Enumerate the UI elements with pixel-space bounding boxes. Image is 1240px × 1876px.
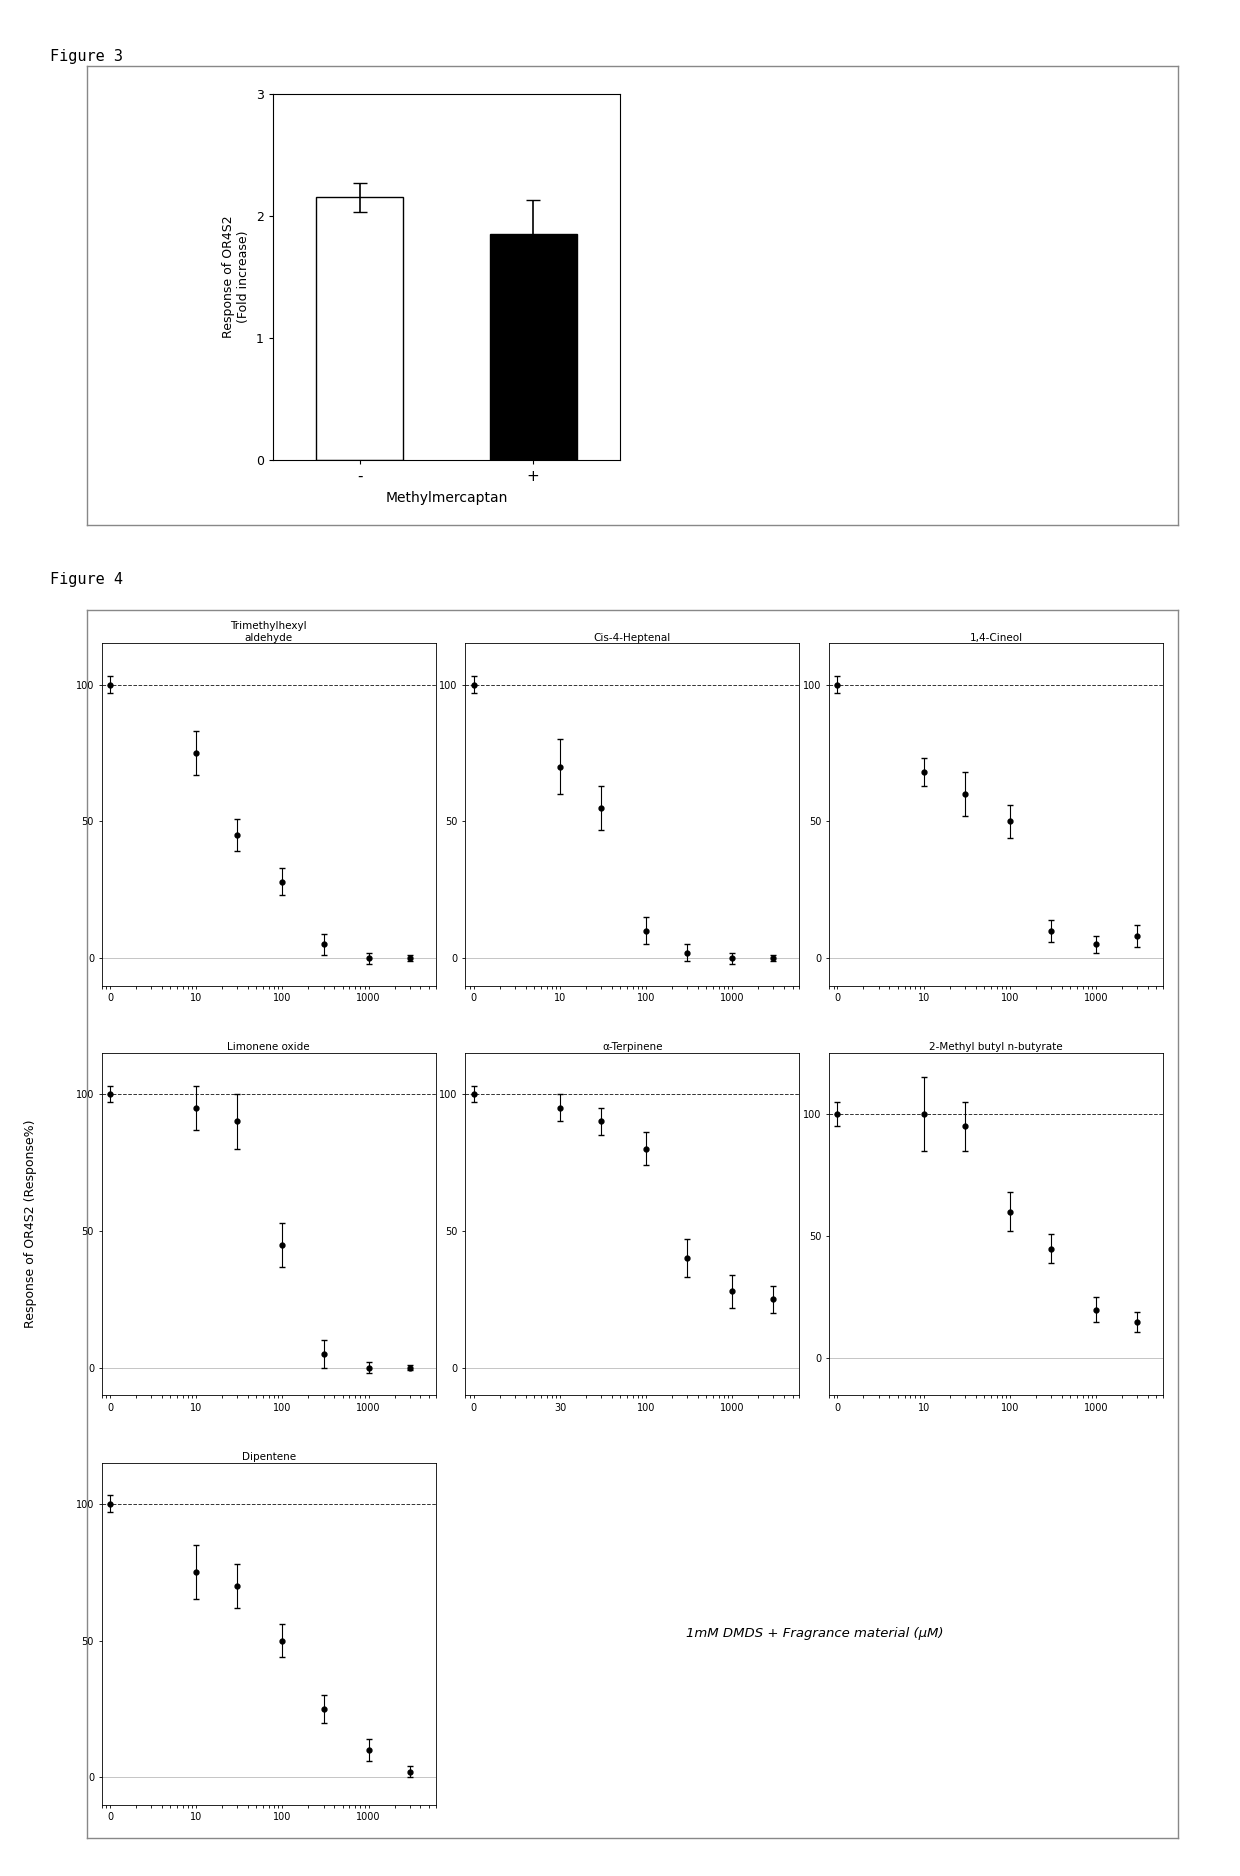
Y-axis label: Response of OR4S2
(Fold increase): Response of OR4S2 (Fold increase) <box>222 216 250 338</box>
Text: Figure 3: Figure 3 <box>50 49 123 64</box>
Title: Cis-4-Heptenal: Cis-4-Heptenal <box>594 632 671 643</box>
Bar <box>490 234 577 460</box>
Title: 1,4-Cineol: 1,4-Cineol <box>970 632 1023 643</box>
Title: Trimethylhexyl
aldehyde: Trimethylhexyl aldehyde <box>231 621 308 643</box>
Title: α-Terpinene: α-Terpinene <box>603 1043 662 1052</box>
Title: 2-Methyl butyl n-butyrate: 2-Methyl butyl n-butyrate <box>929 1043 1063 1052</box>
Title: Dipentene: Dipentene <box>242 1452 295 1461</box>
Text: Figure 4: Figure 4 <box>50 572 123 587</box>
X-axis label: Methylmercaptan: Methylmercaptan <box>386 492 507 505</box>
Text: 1mM DMDS + Fragrance material (μM): 1mM DMDS + Fragrance material (μM) <box>686 1626 942 1640</box>
Bar <box>316 197 403 460</box>
Text: Response of OR4S2 (Response%): Response of OR4S2 (Response%) <box>25 1120 37 1328</box>
Title: Limonene oxide: Limonene oxide <box>227 1043 310 1052</box>
